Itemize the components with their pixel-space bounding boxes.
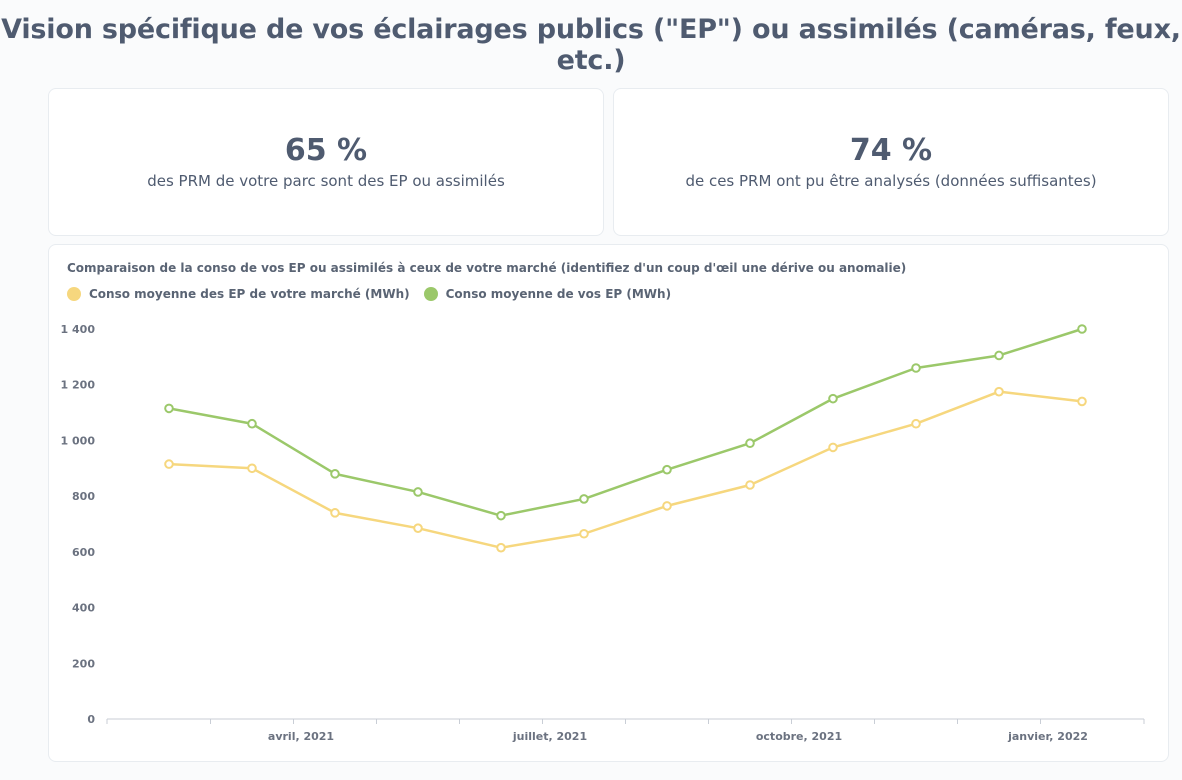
y-tick-label: 1 200 [61, 379, 96, 392]
legend-label: Conso moyenne des EP de votre marché (MW… [89, 287, 410, 301]
data-point [413, 487, 423, 497]
legend-item-mine[interactable]: Conso moyenne de vos EP (MWh) [423, 287, 672, 301]
y-tick-label: 1 400 [61, 323, 96, 336]
data-point [247, 418, 257, 429]
y-tick-label: 200 [72, 657, 95, 670]
y-tick-label: 400 [72, 602, 95, 615]
data-point [164, 403, 174, 414]
data-point [579, 494, 589, 504]
chart-legend: Conso moyenne des EP de votre marché (MW… [67, 287, 671, 301]
data-point [330, 469, 340, 479]
data-point [994, 386, 1004, 397]
data-point [662, 464, 672, 475]
kpi-caption: des PRM de votre parc sont des EP ou ass… [147, 172, 505, 190]
y-tick-label: 800 [72, 490, 95, 503]
kpi-card-ep-share: 65 % des PRM de votre parc sont des EP o… [48, 88, 604, 236]
legend-dot-icon [67, 287, 81, 301]
data-point [330, 508, 340, 518]
data-point [994, 350, 1004, 361]
data-point [911, 418, 921, 429]
y-tick-label: 0 [87, 713, 95, 726]
data-point [828, 393, 838, 404]
kpi-caption: de ces PRM ont pu être analysés (données… [685, 172, 1097, 190]
kpi-value: 74 % [849, 133, 933, 168]
legend-dot-icon [423, 287, 438, 301]
chart-title: Comparaison de la conso de vos EP ou ass… [67, 261, 907, 275]
data-point [579, 528, 589, 539]
page-title: Vision spécifique de vos éclairages publ… [1, 14, 1181, 76]
legend-label: Conso moyenne de vos EP (MWh) [445, 287, 672, 301]
data-point [662, 501, 672, 511]
data-point [413, 523, 423, 533]
legend-item-market[interactable]: Conso moyenne des EP de votre marché (MW… [67, 287, 410, 301]
kpi-card-analyzed-share: 74 % de ces PRM ont pu être analysés (do… [613, 88, 1169, 236]
comparison-line-chart: 0 200 400 600 800 1 000 1 200 1 400 avril, 2021 j… [61, 323, 1145, 743]
y-tick-label: 1 000 [61, 434, 96, 447]
data-point [496, 542, 506, 553]
x-tick-label: avril, 2021 [268, 730, 334, 743]
data-point [745, 438, 755, 449]
data-point [1077, 396, 1087, 407]
x-tick-label: juillet, 2021 [512, 730, 587, 743]
kpi-value: 65 % [284, 133, 368, 168]
data-point [1077, 324, 1087, 334]
data-point [911, 363, 921, 373]
data-point [247, 463, 257, 474]
series-line-market [168, 390, 1083, 549]
data-point [828, 442, 838, 453]
x-tick-label: octobre, 2021 [756, 730, 842, 743]
data-point [745, 480, 755, 490]
data-point [496, 510, 506, 521]
comparison-chart-card: 0 200 400 600 800 1 000 1 200 1 400 avril, 2021 j… [48, 244, 1169, 762]
x-tick-label: janvier, 2022 [1007, 730, 1088, 743]
series-line-mine [168, 327, 1083, 517]
y-tick-label: 600 [72, 546, 95, 559]
data-point [164, 459, 174, 469]
